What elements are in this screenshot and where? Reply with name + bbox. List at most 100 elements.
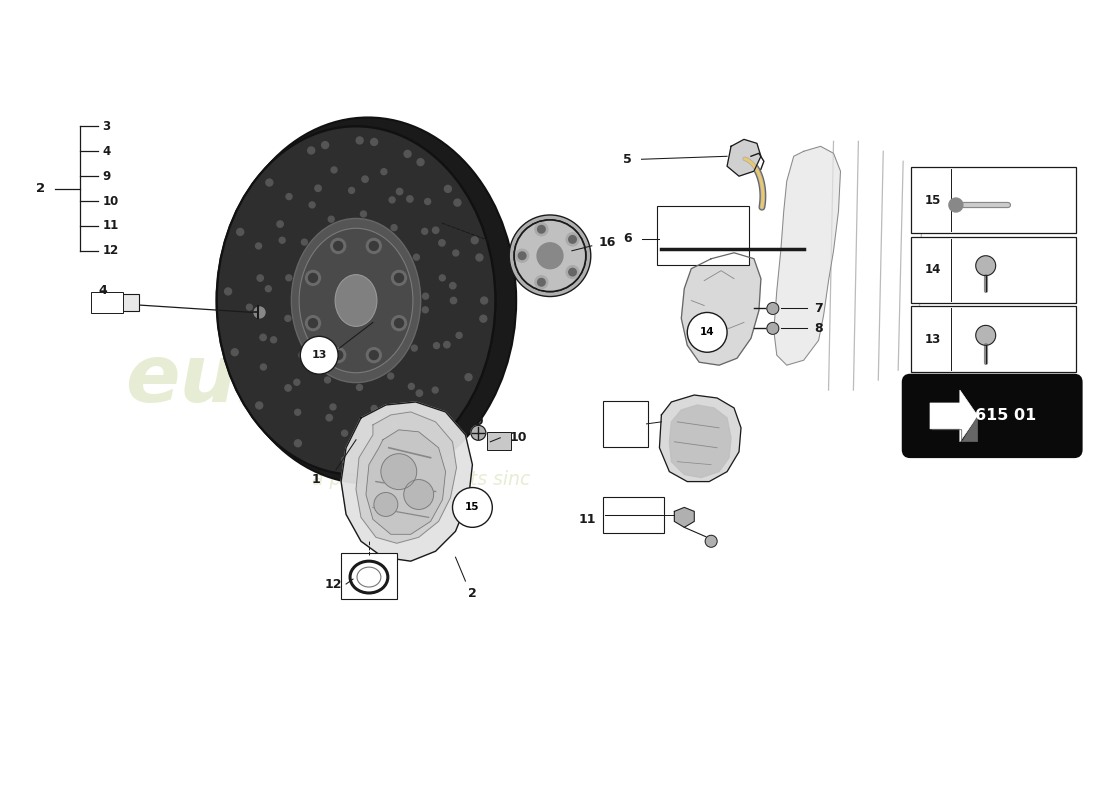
Text: 14: 14 <box>700 327 715 338</box>
Circle shape <box>396 188 403 194</box>
Text: 9: 9 <box>102 170 111 182</box>
Circle shape <box>425 198 430 205</box>
Circle shape <box>374 493 398 516</box>
Circle shape <box>381 169 387 174</box>
Circle shape <box>285 315 290 322</box>
Text: 16: 16 <box>600 236 616 250</box>
Text: 12: 12 <box>102 244 119 258</box>
Circle shape <box>366 348 382 362</box>
Circle shape <box>366 238 382 254</box>
Circle shape <box>566 233 579 246</box>
Text: 11: 11 <box>102 219 119 233</box>
Circle shape <box>767 302 779 314</box>
Circle shape <box>408 383 415 390</box>
Circle shape <box>433 342 440 349</box>
Ellipse shape <box>514 220 586 291</box>
Text: 15: 15 <box>465 502 480 513</box>
Circle shape <box>328 216 334 222</box>
Circle shape <box>407 196 414 202</box>
FancyBboxPatch shape <box>903 375 1081 457</box>
Ellipse shape <box>509 215 591 297</box>
Circle shape <box>452 487 493 527</box>
Circle shape <box>300 336 338 374</box>
Polygon shape <box>659 395 741 482</box>
Circle shape <box>392 225 397 230</box>
Circle shape <box>976 326 996 346</box>
FancyBboxPatch shape <box>603 498 664 534</box>
Circle shape <box>537 243 563 269</box>
Circle shape <box>381 454 417 490</box>
Circle shape <box>389 197 395 203</box>
Circle shape <box>443 342 450 348</box>
Circle shape <box>362 176 369 182</box>
Text: 13: 13 <box>311 350 327 360</box>
Circle shape <box>535 276 548 289</box>
Circle shape <box>370 242 378 250</box>
Text: 4: 4 <box>102 145 111 158</box>
Circle shape <box>516 250 529 262</box>
Circle shape <box>688 313 727 352</box>
Circle shape <box>342 430 348 436</box>
Text: 1: 1 <box>311 473 320 486</box>
Circle shape <box>371 138 377 146</box>
Circle shape <box>569 268 576 276</box>
FancyBboxPatch shape <box>658 206 749 265</box>
Circle shape <box>285 385 292 391</box>
Circle shape <box>271 337 276 342</box>
Circle shape <box>324 377 330 383</box>
Circle shape <box>444 186 451 192</box>
Text: 8: 8 <box>814 322 823 335</box>
Text: 14: 14 <box>925 263 942 276</box>
Ellipse shape <box>217 126 495 474</box>
Circle shape <box>395 318 404 328</box>
Text: 2: 2 <box>36 182 45 195</box>
Text: 7: 7 <box>814 302 823 315</box>
Circle shape <box>266 179 273 186</box>
Text: 9: 9 <box>474 415 483 428</box>
Circle shape <box>454 199 461 206</box>
Circle shape <box>277 221 284 227</box>
Circle shape <box>308 318 318 328</box>
Circle shape <box>326 414 332 421</box>
Text: 3: 3 <box>102 120 110 133</box>
FancyBboxPatch shape <box>911 167 1076 233</box>
Circle shape <box>421 228 428 234</box>
Text: 2: 2 <box>468 587 476 601</box>
Polygon shape <box>727 139 761 176</box>
Polygon shape <box>930 390 978 442</box>
Circle shape <box>260 334 266 341</box>
Circle shape <box>308 147 315 154</box>
Circle shape <box>306 270 320 286</box>
Circle shape <box>286 275 292 281</box>
Text: 12: 12 <box>324 578 342 590</box>
Text: 11: 11 <box>579 513 596 526</box>
Ellipse shape <box>220 118 516 483</box>
Polygon shape <box>341 402 472 561</box>
Circle shape <box>301 239 307 245</box>
Circle shape <box>309 202 315 208</box>
Text: 10: 10 <box>102 194 119 207</box>
Circle shape <box>705 535 717 547</box>
Circle shape <box>333 242 343 250</box>
Circle shape <box>333 350 343 359</box>
Circle shape <box>417 158 424 166</box>
Circle shape <box>224 288 232 295</box>
Circle shape <box>387 373 394 379</box>
Circle shape <box>566 266 579 278</box>
Circle shape <box>356 137 363 144</box>
Circle shape <box>370 350 378 359</box>
Circle shape <box>331 348 345 362</box>
Circle shape <box>294 379 300 386</box>
Circle shape <box>342 457 349 463</box>
Circle shape <box>392 422 397 428</box>
Circle shape <box>414 254 419 260</box>
FancyBboxPatch shape <box>109 294 140 311</box>
Polygon shape <box>366 430 446 534</box>
Circle shape <box>331 167 337 173</box>
Circle shape <box>390 450 397 457</box>
Circle shape <box>308 274 318 282</box>
Circle shape <box>236 229 244 235</box>
Circle shape <box>306 316 320 330</box>
Circle shape <box>480 315 487 322</box>
Circle shape <box>371 406 377 411</box>
